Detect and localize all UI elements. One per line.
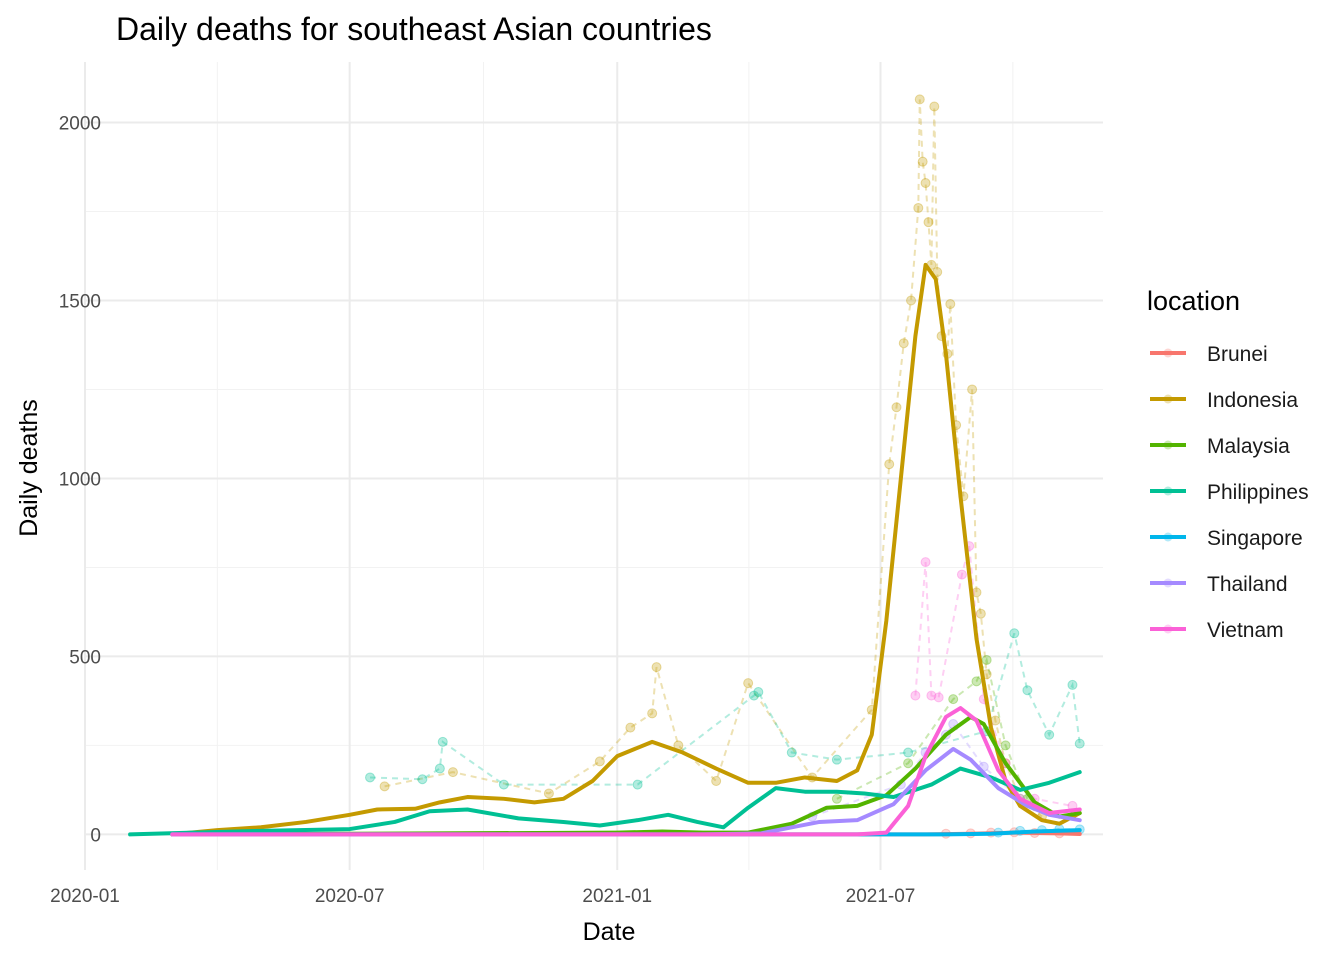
data-point	[651, 662, 662, 673]
data-point	[906, 295, 917, 306]
data-point	[948, 694, 959, 705]
data-point	[971, 676, 982, 687]
data-point	[748, 690, 759, 701]
legend-items: Brunei Indonesia Malaysia Philippines Singap…	[1150, 343, 1309, 642]
data-point	[625, 722, 636, 733]
legend-marker	[1163, 578, 1173, 588]
data-point	[926, 690, 937, 701]
data-point	[929, 101, 940, 112]
data-point	[903, 758, 914, 769]
data-point	[711, 776, 722, 787]
data-point	[1022, 685, 1033, 696]
data-point	[632, 779, 643, 790]
data-point	[920, 178, 931, 189]
legend-marker	[1163, 624, 1173, 634]
chart-title: Daily deaths for southeast Asian countri…	[116, 11, 712, 47]
series-point-line	[914, 545, 1073, 807]
data-point	[914, 94, 925, 105]
legend-label: Vietnam	[1207, 619, 1284, 642]
legend-marker	[1163, 532, 1173, 542]
x-axis-ticks: 2020-01 2020-07 2021-01 2021-07	[50, 886, 915, 907]
data-point	[967, 384, 978, 395]
data-point	[898, 338, 909, 349]
data-point	[920, 557, 931, 568]
data-point	[447, 767, 458, 778]
y-axis-title: Daily deaths	[15, 399, 43, 537]
data-point	[884, 459, 895, 470]
data-point	[434, 763, 445, 774]
data-point	[945, 299, 956, 310]
legend-label: Singapore	[1207, 527, 1303, 550]
series-points	[365, 94, 1085, 839]
legend-marker	[1163, 394, 1173, 404]
series-point-line	[836, 656, 1029, 800]
data-point	[1067, 679, 1078, 690]
x-axis-title: Date	[583, 918, 636, 946]
data-point	[975, 608, 986, 619]
data-point	[417, 774, 428, 785]
legend-title: location	[1147, 286, 1240, 316]
y-tick-label: 1000	[59, 469, 101, 490]
series-smooth-line	[128, 766, 1082, 837]
x-tick-label: 2020-01	[50, 886, 120, 907]
x-tick-label: 2020-07	[315, 886, 385, 907]
data-point	[753, 687, 764, 698]
legend-label: Philippines	[1207, 481, 1309, 504]
y-tick-label: 2000	[59, 114, 101, 135]
series-lines	[128, 262, 1082, 837]
x-tick-label: 2021-01	[582, 886, 652, 907]
legend: location Brunei Indonesia Malaysia Philippi…	[1147, 286, 1309, 642]
data-point	[981, 654, 992, 665]
series-smooth-line	[170, 746, 1082, 837]
data-point	[831, 754, 842, 765]
data-point	[365, 772, 376, 783]
data-point	[647, 708, 658, 719]
legend-marker	[1163, 486, 1173, 496]
series-point-line	[384, 99, 1043, 818]
data-point	[743, 678, 754, 689]
data-point	[923, 217, 934, 228]
y-tick-label: 1500	[59, 291, 101, 312]
data-point	[913, 202, 924, 213]
data-point	[1044, 729, 1055, 740]
data-point	[498, 779, 509, 790]
legend-label: Malaysia	[1207, 435, 1290, 458]
data-point	[1009, 628, 1020, 639]
data-point	[956, 569, 967, 580]
series-point-line	[370, 633, 1081, 786]
data-point	[437, 736, 448, 747]
legend-label: Indonesia	[1207, 389, 1298, 412]
data-point	[831, 793, 842, 804]
data-point	[903, 747, 914, 758]
data-point	[917, 156, 928, 167]
x-tick-label: 2021-07	[846, 886, 916, 907]
y-tick-label: 0	[90, 825, 101, 846]
data-point	[786, 747, 797, 758]
legend-marker	[1163, 348, 1173, 358]
legend-label: Thailand	[1207, 573, 1288, 596]
legend-label: Brunei	[1207, 343, 1268, 366]
data-point	[891, 402, 902, 413]
series-smooth-line	[170, 262, 1082, 837]
data-point	[1000, 740, 1011, 751]
data-point	[1074, 738, 1085, 749]
y-tick-label: 500	[69, 647, 101, 668]
series-smooth-line	[170, 706, 1082, 837]
data-point	[933, 692, 944, 703]
legend-marker	[1163, 440, 1173, 450]
y-axis-ticks: 0 500 1000 1500 2000	[59, 114, 101, 847]
data-point	[910, 690, 921, 701]
data-point	[543, 788, 554, 799]
data-point	[594, 756, 605, 767]
data-point	[379, 781, 390, 792]
